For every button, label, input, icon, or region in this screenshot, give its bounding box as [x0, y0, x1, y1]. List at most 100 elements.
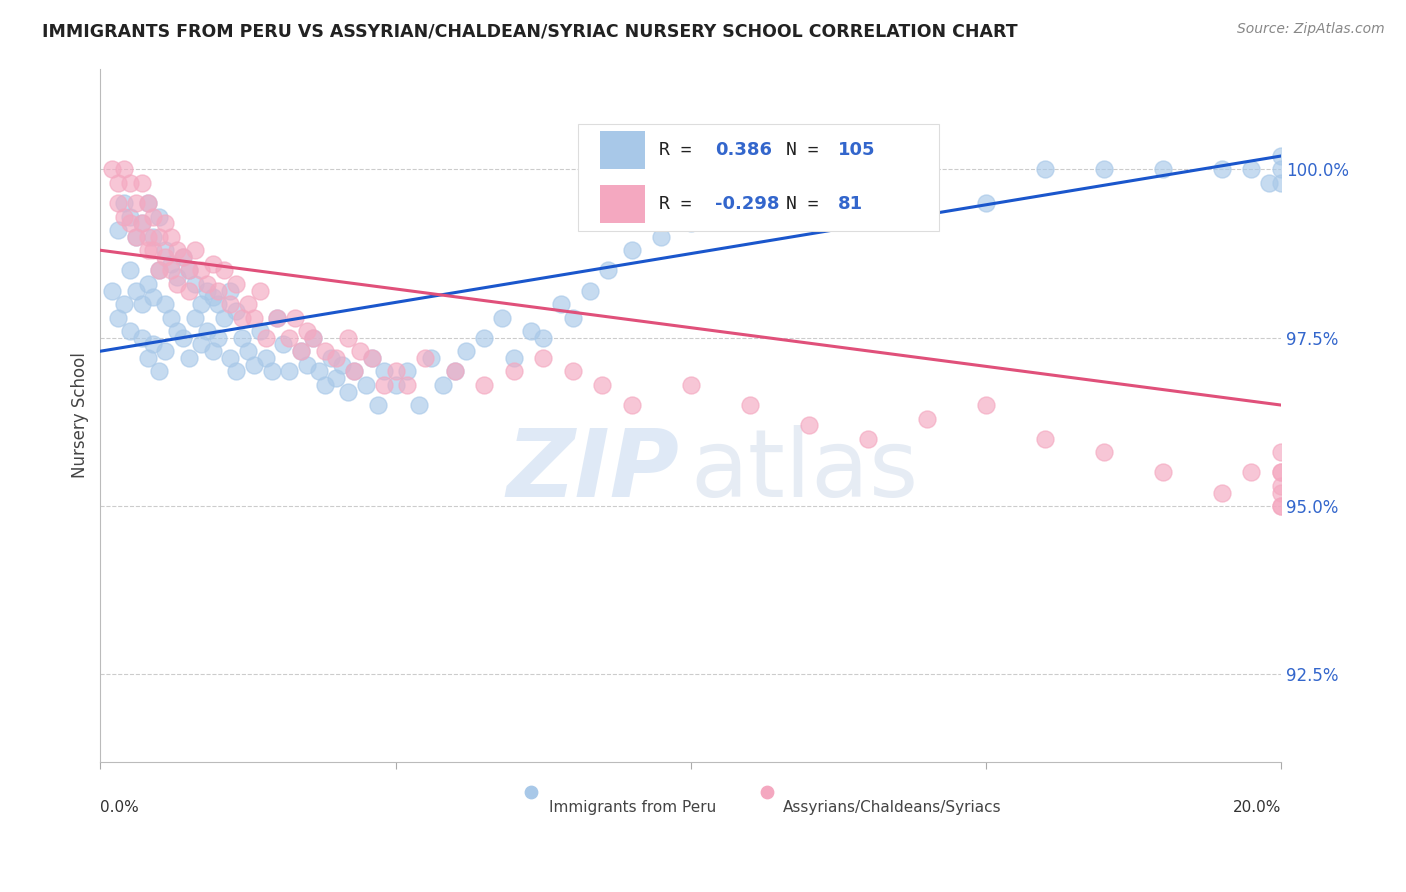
Point [384, 364, 406, 378]
Point [219, 297, 242, 311]
Point [190, 297, 212, 311]
Point [131, 216, 153, 230]
Point [207, 331, 229, 345]
Point [136, 196, 159, 211]
Point [325, 351, 347, 365]
Point [131, 297, 153, 311]
Point [112, 162, 135, 177]
Text: 0.0%: 0.0% [100, 800, 139, 815]
Text: IMMIGRANTS FROM PERU VS ASSYRIAN/CHALDEAN/SYRIAC NURSERY SCHOOL CORRELATION CHAR: IMMIGRANTS FROM PERU VS ASSYRIAN/CHALDEA… [42, 22, 1018, 40]
Text: -0.298: -0.298 [716, 194, 780, 212]
Point [1258, 176, 1281, 190]
Point [201, 344, 224, 359]
Point [166, 270, 188, 285]
Text: Immigrants from Peru: Immigrants from Peru [548, 800, 716, 815]
Point [160, 310, 183, 325]
Point [502, 364, 524, 378]
Point [1152, 162, 1174, 177]
Point [295, 358, 318, 372]
Point [591, 377, 613, 392]
Y-axis label: Nursery School: Nursery School [72, 352, 89, 478]
Point [236, 297, 259, 311]
Point [101, 162, 124, 177]
Point [343, 364, 366, 378]
Point [172, 331, 194, 345]
Point [112, 210, 135, 224]
Point [550, 297, 572, 311]
Point [107, 223, 129, 237]
Point [166, 244, 188, 258]
Point [915, 411, 938, 425]
Point [290, 344, 312, 359]
Point [254, 331, 277, 345]
Point [797, 196, 820, 211]
Text: 0.386: 0.386 [716, 141, 772, 160]
Point [278, 331, 301, 345]
Point [1270, 466, 1292, 480]
Point [155, 216, 177, 230]
Point [243, 310, 266, 325]
Point [915, 176, 938, 190]
Point [856, 432, 879, 446]
Point [160, 257, 183, 271]
Point [367, 398, 389, 412]
Point [195, 324, 218, 338]
Point [214, 310, 236, 325]
Point [1270, 162, 1292, 177]
Point [1270, 445, 1292, 459]
Point [155, 244, 177, 258]
Point [112, 297, 135, 311]
Point [361, 351, 384, 365]
Point [290, 344, 312, 359]
Point [219, 351, 242, 365]
Point [419, 351, 441, 365]
Point [974, 398, 997, 412]
Point [456, 344, 478, 359]
Point [225, 364, 247, 378]
Point [738, 398, 761, 412]
Point [1270, 499, 1292, 513]
Point [254, 351, 277, 365]
Point [177, 263, 200, 277]
Point [190, 337, 212, 351]
Text: Assyrians/Chaldeans/Syriacs: Assyrians/Chaldeans/Syriacs [783, 800, 1001, 815]
Point [142, 290, 165, 304]
Point [225, 277, 247, 291]
Point [1270, 485, 1292, 500]
Point [343, 364, 366, 378]
Point [1211, 485, 1233, 500]
Text: Source: ZipAtlas.com: Source: ZipAtlas.com [1237, 22, 1385, 37]
Point [561, 364, 583, 378]
Point [236, 344, 259, 359]
Point [136, 196, 159, 211]
Point [1270, 149, 1292, 163]
Point [302, 331, 325, 345]
Point [207, 284, 229, 298]
Point [443, 364, 465, 378]
Point [738, 176, 761, 190]
Point [142, 337, 165, 351]
Point [596, 263, 619, 277]
Point [184, 277, 207, 291]
Point [1270, 176, 1292, 190]
Text: R =: R = [659, 141, 702, 160]
Point [107, 196, 129, 211]
Point [101, 284, 124, 298]
Point [201, 257, 224, 271]
Point [166, 324, 188, 338]
Point [125, 196, 148, 211]
Point [142, 229, 165, 244]
Point [112, 196, 135, 211]
Point [284, 310, 307, 325]
Point [295, 324, 318, 338]
Point [709, 196, 731, 211]
Point [166, 277, 188, 291]
Point [278, 364, 301, 378]
Point [266, 310, 288, 325]
Point [443, 364, 465, 378]
Point [195, 277, 218, 291]
Point [148, 229, 170, 244]
Point [249, 284, 271, 298]
Point [142, 210, 165, 224]
Point [308, 364, 330, 378]
